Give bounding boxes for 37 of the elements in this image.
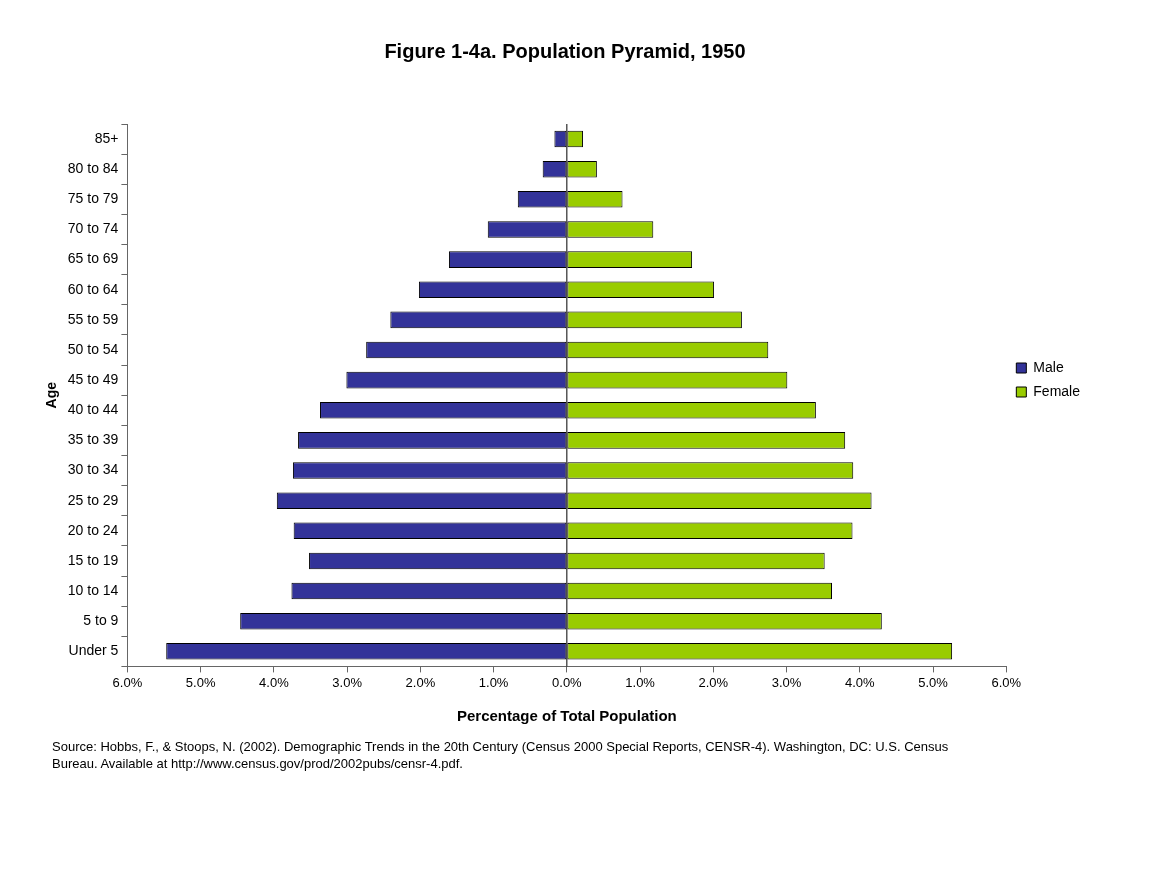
x-tick-label: 2.0% [698,674,729,690]
y-tick-label: 70 to 74 [67,220,119,237]
y-tick-label: 60 to 64 [67,280,119,297]
y-tick-label: 40 to 44 [67,401,119,418]
source-note: Source: Hobbs, F., & Stoops, N. (2002). Demographic Trends in the 20th Century (Census 2000 Special Reports, CENSR-4). Washington, DC: U.S. Census Bureau. Available at http://www.census.gov/prod/2002pubs/censr-4.pdf. [52,738,950,772]
x-tick-label: 1.0% [478,674,509,690]
y-tick-label: 25 to 29 [67,491,119,508]
x-tick-label: 2.0% [405,674,436,690]
x-tick-label: 0.0% [552,674,583,690]
y-tick-label: 85+ [94,129,119,146]
x-tick-label: 3.0% [771,674,802,690]
y-tick-label: 35 to 39 [67,431,119,448]
x-axis-title: Percentage of Total Population [456,707,677,725]
legend-label: Female [1033,382,1081,399]
y-tick-label: 5 to 9 [83,612,119,629]
y-tick-label: 45 to 49 [67,370,119,387]
y-tick-label: 65 to 69 [67,250,119,267]
x-tick-label: 5.0% [918,674,949,690]
x-tick-label: 5.0% [185,674,216,690]
y-tick-label: 15 to 19 [67,551,119,568]
y-tick-label: 55 to 59 [67,310,119,327]
chart-title: Figure 1-4a. Population Pyramid, 1950 [384,39,746,62]
x-tick-label: 1.0% [625,674,656,690]
y-tick-label: 10 to 14 [67,581,119,598]
x-tick-label: 6.0% [112,674,143,690]
y-tick-label: 30 to 34 [67,461,119,478]
y-tick-label: Under 5 [68,642,119,659]
y-tick-label: 50 to 54 [67,340,119,357]
x-tick-label: 3.0% [332,674,363,690]
x-tick-label: 4.0% [259,674,290,690]
legend-label: Male [1033,358,1064,375]
y-tick-label: 75 to 79 [67,190,119,207]
y-axis-title: Age [43,381,60,409]
y-tick-label: 20 to 24 [67,521,119,538]
x-tick-label: 6.0% [991,674,1022,690]
y-tick-label: 80 to 84 [67,160,119,177]
x-tick-label: 4.0% [845,674,876,690]
